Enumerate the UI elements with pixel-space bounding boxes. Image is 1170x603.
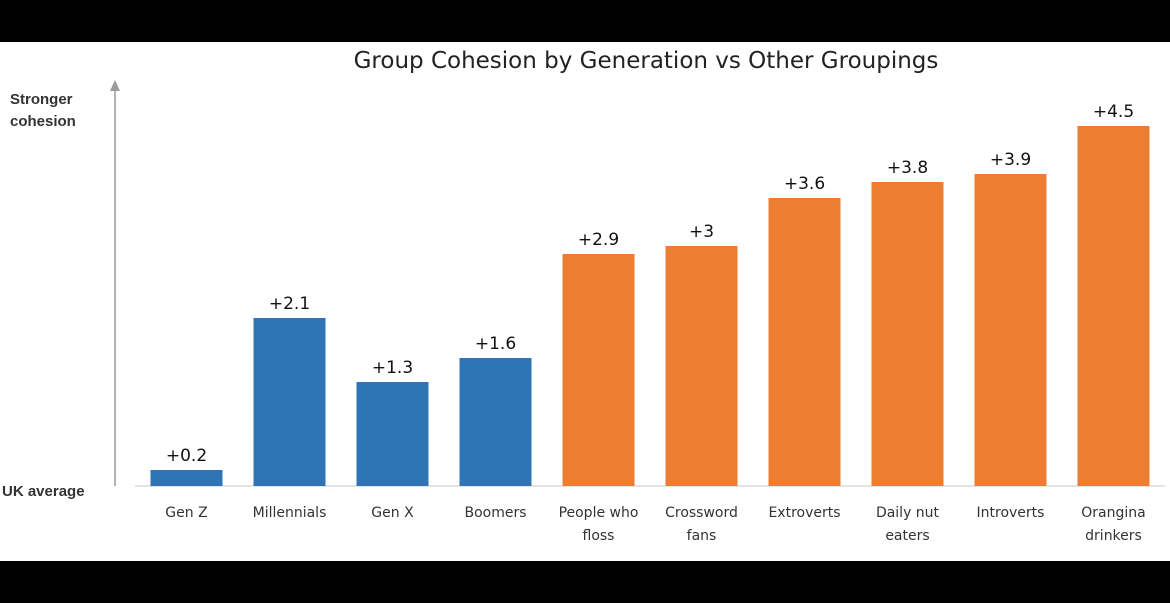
category-label-7: Daily nut eaters — [876, 505, 940, 544]
bar-chart: Group Cohesion by Generation vs Other Gr… — [2, 48, 1165, 544]
chart-area: Group Cohesion by Generation vs Other Gr… — [0, 42, 1170, 561]
y-axis-arrow-icon — [110, 80, 120, 91]
category-label-0: Gen Z — [165, 505, 207, 521]
bar-7 — [871, 182, 944, 486]
category-label-5-line-1: fans — [687, 528, 717, 544]
category-label-4-line-1: floss — [583, 528, 615, 544]
bar-8 — [974, 174, 1047, 486]
category-label-9-line-1: drinkers — [1085, 528, 1142, 544]
value-label-9: +4.5 — [1093, 102, 1134, 122]
y-axis-top-label-line-1: Stronger — [10, 91, 73, 108]
category-label-4-line-0: People who — [559, 505, 639, 521]
chart-title: Group Cohesion by Generation vs Other Gr… — [354, 48, 939, 74]
category-label-1-line-0: Millennials — [253, 505, 327, 521]
bar-3 — [459, 358, 532, 486]
bar-1 — [253, 318, 326, 486]
category-label-5-line-0: Crossword — [665, 505, 738, 521]
category-label-3: Boomers — [464, 505, 526, 521]
category-label-9: Orangina drinkers — [1081, 505, 1145, 544]
bar-0 — [150, 470, 223, 486]
value-label-2: +1.3 — [372, 358, 413, 378]
category-label-2: Gen X — [371, 505, 414, 521]
category-label-5: Crossword fans — [665, 505, 738, 544]
value-label-4: +2.9 — [578, 230, 619, 250]
value-label-1: +2.1 — [269, 294, 310, 314]
y-axis-baseline-label: UK average — [2, 483, 85, 500]
category-label-8: Introverts — [977, 505, 1045, 521]
category-label-1: Millennials — [253, 505, 327, 521]
value-label-3: +1.6 — [475, 334, 516, 354]
category-label-2-line-0: Gen X — [371, 505, 414, 521]
bar-9 — [1077, 126, 1150, 486]
category-label-7-line-0: Daily nut — [876, 505, 940, 521]
category-label-4: People who floss — [559, 505, 639, 544]
category-label-3-line-0: Boomers — [464, 505, 526, 521]
category-label-7-line-1: eaters — [885, 528, 929, 544]
category-label-8-line-0: Introverts — [977, 505, 1045, 521]
bar-5 — [665, 246, 738, 486]
bars-group: +0.2 Gen Z +2.1 Millennials +1.3 Gen X +1.6 Boo… — [150, 102, 1150, 544]
y-axis-top-label-line-2: cohesion — [10, 113, 76, 130]
value-label-6: +3.6 — [784, 174, 825, 194]
category-label-0-line-0: Gen Z — [165, 505, 207, 521]
value-label-7: +3.8 — [887, 158, 928, 178]
value-label-0: +0.2 — [166, 446, 207, 466]
category-label-6: Extroverts — [768, 505, 840, 521]
bar-2 — [356, 382, 429, 486]
bar-6 — [768, 198, 841, 486]
category-label-6-line-0: Extroverts — [768, 505, 840, 521]
category-label-9-line-0: Orangina — [1081, 505, 1145, 521]
bar-4 — [562, 254, 635, 486]
value-label-5: +3 — [689, 222, 714, 242]
y-axis-top-label: Stronger cohesion — [10, 91, 77, 130]
value-label-8: +3.9 — [990, 150, 1031, 170]
